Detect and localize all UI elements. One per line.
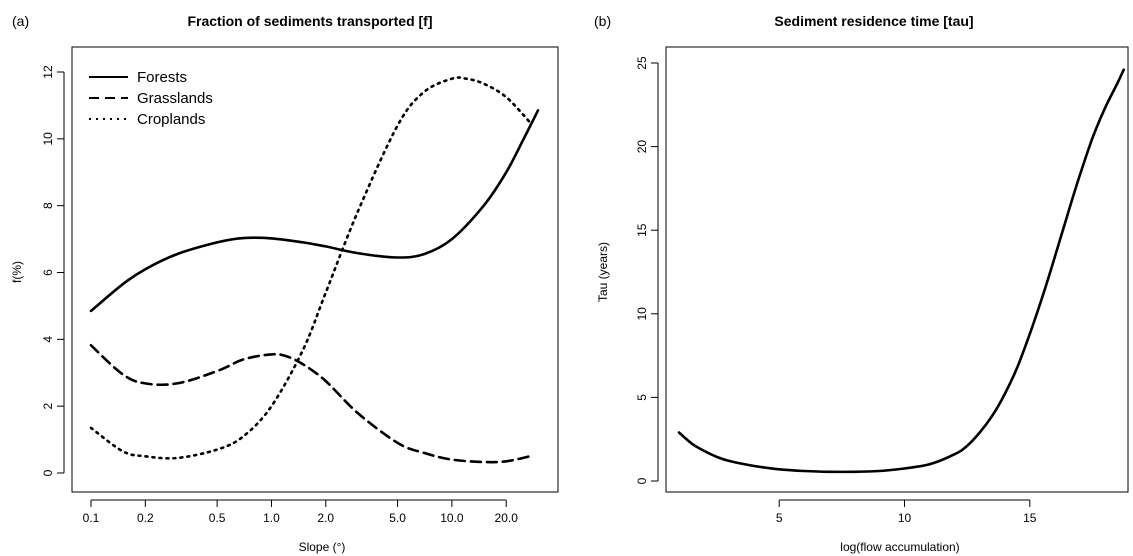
panel-a-legend: Forests Grasslands Croplands bbox=[89, 69, 213, 128]
x-tick-label: 2.0 bbox=[317, 511, 334, 525]
x-tick-label: 5 bbox=[776, 511, 783, 525]
panel-a-y-axis: 0 2 4 6 8 10 12 bbox=[41, 65, 65, 476]
panel-a: (a) Fraction of sediments transported [f… bbox=[10, 13, 559, 554]
legend-label-croplands: Croplands bbox=[137, 111, 205, 128]
panel-b: (b) Sediment residence time [tau] log(fl… bbox=[594, 13, 1129, 554]
y-tick-label: 25 bbox=[635, 56, 649, 70]
x-tick-label: 15 bbox=[1023, 511, 1037, 525]
panel-a-ylabel: f(%) bbox=[10, 261, 24, 283]
y-tick-label: 12 bbox=[41, 65, 55, 79]
series-line-0 bbox=[677, 68, 1125, 474]
panel-a-x-axis: 0.1 0.2 0.5 1.0 2.0 5.0 10.0 20.0 bbox=[83, 499, 519, 525]
panel-b-y-axis: 0 5 10 15 20 25 bbox=[635, 56, 659, 484]
y-tick-label: 2 bbox=[41, 403, 55, 410]
series-line-grasslands bbox=[89, 344, 531, 464]
panel-b-plot-frame bbox=[665, 46, 1129, 493]
x-tick-label: 0.2 bbox=[137, 511, 154, 525]
y-tick-label: 20 bbox=[635, 140, 649, 154]
panel-b-series bbox=[677, 68, 1125, 474]
x-tick-label: 20.0 bbox=[495, 511, 519, 525]
x-tick-label: 10.0 bbox=[440, 511, 464, 525]
x-tick-label: 10 bbox=[898, 511, 912, 525]
x-tick-label: 0.5 bbox=[209, 511, 226, 525]
panel-b-ylabel: Tau (years) bbox=[596, 242, 610, 302]
legend-label-grasslands: Grasslands bbox=[137, 90, 213, 107]
panel-a-tag: (a) bbox=[12, 13, 29, 29]
panel-b-xlabel: log(flow accumulation) bbox=[840, 540, 959, 554]
panel-b-title: Sediment residence time [tau] bbox=[774, 13, 973, 29]
y-tick-label: 15 bbox=[635, 223, 649, 237]
series-line-croplands bbox=[89, 76, 531, 460]
y-tick-label: 6 bbox=[41, 269, 55, 276]
y-tick-label: 5 bbox=[635, 394, 649, 401]
panel-a-title: Fraction of sediments transported [f] bbox=[187, 13, 432, 29]
panel-a-xlabel: Slope (°) bbox=[299, 540, 346, 554]
panel-a-plot-frame bbox=[71, 46, 559, 493]
legend-label-forests: Forests bbox=[137, 69, 187, 86]
panel-a-series bbox=[89, 76, 540, 464]
y-tick-label: 8 bbox=[41, 202, 55, 209]
panel-b-x-axis: 5 10 15 bbox=[776, 499, 1037, 525]
x-tick-label: 1.0 bbox=[263, 511, 280, 525]
x-tick-label: 0.1 bbox=[83, 511, 100, 525]
y-tick-label: 10 bbox=[41, 132, 55, 146]
y-tick-label: 10 bbox=[635, 307, 649, 321]
series-line-forests bbox=[89, 109, 540, 313]
y-tick-label: 0 bbox=[41, 469, 55, 476]
x-tick-label: 5.0 bbox=[389, 511, 406, 525]
y-tick-label: 4 bbox=[41, 336, 55, 343]
panel-b-tag: (b) bbox=[594, 13, 611, 29]
y-tick-label: 0 bbox=[635, 477, 649, 484]
